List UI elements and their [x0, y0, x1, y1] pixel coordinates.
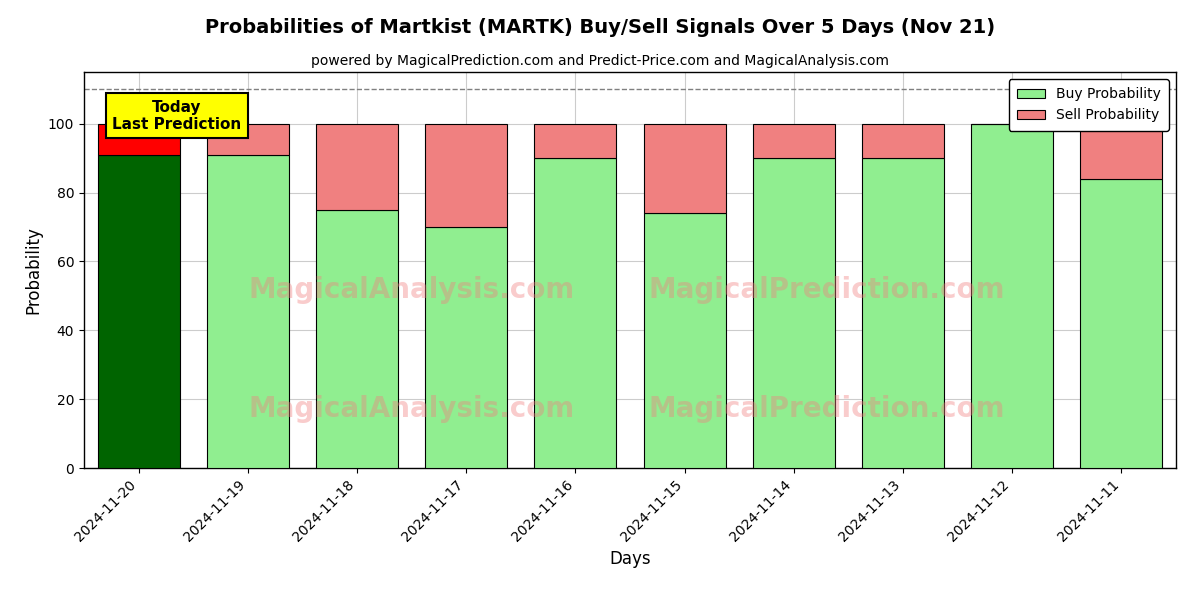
Text: MagicalPrediction.com: MagicalPrediction.com [648, 276, 1004, 304]
Bar [862, 158, 944, 468]
Bar [534, 124, 617, 158]
Bar [971, 124, 1054, 468]
Text: MagicalAnalysis.com: MagicalAnalysis.com [248, 395, 575, 422]
Bar [643, 124, 726, 213]
Y-axis label: Probability: Probability [24, 226, 42, 314]
Bar [425, 124, 508, 227]
Bar [97, 124, 180, 155]
Bar [862, 124, 944, 158]
Bar [1080, 179, 1163, 468]
Bar [206, 155, 289, 468]
Bar [425, 227, 508, 468]
Text: Probabilities of Martkist (MARTK) Buy/Sell Signals Over 5 Days (Nov 21): Probabilities of Martkist (MARTK) Buy/Se… [205, 18, 995, 37]
Bar [752, 158, 835, 468]
Bar [752, 124, 835, 158]
Text: Today
Last Prediction: Today Last Prediction [112, 100, 241, 132]
Bar [316, 210, 398, 468]
X-axis label: Days: Days [610, 550, 650, 568]
Bar [206, 124, 289, 155]
Bar [1080, 124, 1163, 179]
Bar [316, 124, 398, 210]
Legend: Buy Probability, Sell Probability: Buy Probability, Sell Probability [1009, 79, 1169, 131]
Bar [643, 213, 726, 468]
Text: powered by MagicalPrediction.com and Predict-Price.com and MagicalAnalysis.com: powered by MagicalPrediction.com and Pre… [311, 54, 889, 68]
Text: MagicalAnalysis.com: MagicalAnalysis.com [248, 276, 575, 304]
Bar [534, 158, 617, 468]
Bar [97, 155, 180, 468]
Text: MagicalPrediction.com: MagicalPrediction.com [648, 395, 1004, 422]
